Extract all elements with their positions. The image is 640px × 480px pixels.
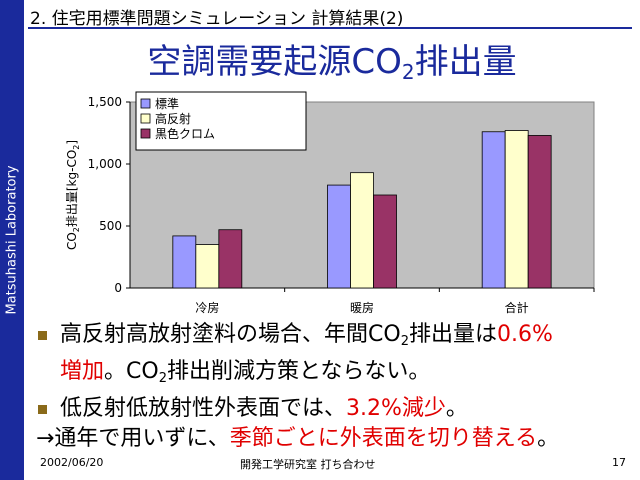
bar-2-0 [481, 131, 506, 289]
bullet-square-icon [38, 331, 47, 340]
title-main: 空調需要起源CO [147, 42, 402, 82]
bullet-item-2: 低反射低放射性外表面では、3.2%減少。 [36, 394, 636, 424]
bullet-1-text-c: 。CO [104, 359, 159, 384]
bullet-2-highlight: 3.2%減少 [346, 396, 446, 421]
x-tick-label: 合計 [505, 300, 529, 315]
sidebar-band: Matsuhashi Laboratory [0, 0, 24, 480]
bullet-1-sub-a: 2 [400, 334, 409, 349]
footer-date: 2002/06/20 [40, 456, 104, 469]
footer-title: 開発工学研究室 打ち合わせ [240, 458, 376, 471]
legend-swatch [140, 128, 151, 139]
bar-1-2 [373, 194, 397, 289]
legend-swatch [140, 113, 151, 124]
bar-1-1 [350, 172, 374, 289]
y-tick-label: 1,000 [88, 157, 122, 171]
y-tick-label: 0 [114, 281, 122, 295]
bar-0-1 [195, 244, 220, 289]
x-tick-label: 暖房 [350, 300, 374, 315]
bullet-2-text-a: 低反射低放射性外表面では、 [60, 396, 347, 421]
legend-box [135, 91, 307, 151]
co2-emission-chart: 0 500 1,000 1,500 CO2排出量[kg-CO2] 冷房 暖房 合計 標準高反射黒… [65, 91, 595, 315]
legend-label: 黒色クロム [155, 127, 215, 141]
bullet-1-sub-b: 2 [158, 371, 167, 386]
lab-name: Matsuhashi Laboratory [4, 165, 20, 315]
bullet-1-text-d: 排出削減方策とならない。 [166, 359, 431, 384]
legend-swatch [140, 98, 151, 109]
bullet-1-highlight-a: 0.6% [496, 322, 553, 347]
conclusion-highlight: 季節ごとに外表面を切り替える [229, 426, 538, 451]
bullet-square-icon [38, 405, 47, 414]
bullet-1-highlight-b: 増加 [60, 359, 105, 384]
legend-label: 標準 [155, 96, 179, 111]
legend-label: 高反射 [155, 111, 191, 126]
bullet-list: 高反射高放射塗料の場合、年間CO2排出量は0.6% 増加。CO2排出削減方策とな… [36, 320, 636, 454]
slide-title: 空調需要起源CO2排出量 [0, 34, 640, 84]
section-header: 2. 住宅用標準問題シミュレーション 計算結果(2) [30, 9, 404, 29]
x-tick-label: 冷房 [195, 300, 219, 315]
bullet-item-1: 高反射高放射塗料の場合、年間CO2排出量は0.6% [36, 320, 636, 357]
bullet-1-text-b: 排出量は [408, 322, 497, 347]
bar-0-0 [172, 235, 197, 289]
bullet-item-1-continued: 増加。CO2排出削減方策とならない。 [36, 357, 636, 394]
bar-2-2 [527, 135, 552, 289]
title-rest: 排出量 [414, 42, 517, 82]
y-axis-label: CO2排出量[kg-CO2] [65, 140, 81, 250]
conclusion-text-b: 。 [537, 426, 560, 451]
header-divider [28, 27, 632, 29]
y-tick-label: 500 [99, 219, 122, 233]
bar-0-2 [218, 229, 243, 289]
page-number: 17 [612, 456, 626, 469]
title-subscript: 2 [401, 60, 415, 84]
conclusion-text-a: →通年で用いずに、 [36, 426, 230, 451]
bullet-2-text-b: 。 [445, 396, 468, 421]
bullet-1-text-a: 高反射高放射塗料の場合、年間CO [60, 322, 401, 347]
conclusion-line: →通年で用いずに、季節ごとに外表面を切り替える。 [36, 424, 636, 454]
bar-1-0 [327, 184, 351, 289]
bar-2-1 [504, 130, 529, 289]
y-tick-label: 1,500 [88, 95, 122, 109]
